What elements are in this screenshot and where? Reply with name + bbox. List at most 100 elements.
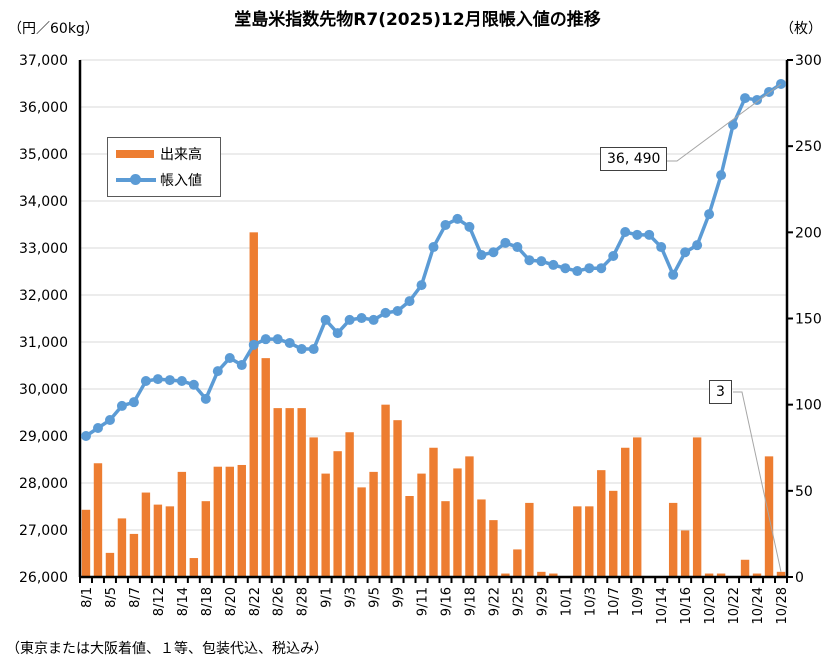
price-point xyxy=(704,209,715,220)
price-point xyxy=(572,266,583,277)
volume-bar xyxy=(333,451,342,577)
x-tick-label: 9/22 xyxy=(487,587,502,616)
x-tick-label: 8/18 xyxy=(200,587,215,616)
x-tick-label: 10/9 xyxy=(631,587,646,616)
price-point xyxy=(428,242,439,253)
left-tick-label: 34,000 xyxy=(19,194,68,210)
price-point xyxy=(728,119,739,130)
price-point xyxy=(272,334,283,345)
x-tick-label: 10/20 xyxy=(703,587,718,624)
price-point xyxy=(176,376,187,387)
volume-bar xyxy=(213,466,223,577)
price-point xyxy=(524,255,535,266)
legend-item-volume: 出来高 xyxy=(116,144,202,164)
volume-bar xyxy=(597,470,606,577)
price-point xyxy=(392,305,403,316)
volume-bar xyxy=(585,506,594,577)
left-tick-label: 36,000 xyxy=(19,100,68,116)
price-point xyxy=(116,400,127,411)
price-point xyxy=(548,259,559,270)
right-tick-label: 50 xyxy=(795,484,813,500)
x-tick-label: 9/29 xyxy=(535,587,550,616)
x-tick-label: 8/1 xyxy=(80,587,95,608)
price-point xyxy=(248,339,259,350)
left-tick-label: 28,000 xyxy=(19,476,68,492)
volume-bar xyxy=(549,573,558,577)
volume-bar xyxy=(381,404,390,577)
volume-bar xyxy=(573,506,582,577)
volume-bar xyxy=(201,501,211,577)
legend-label: 帳入値 xyxy=(160,173,202,189)
x-tick-label: 9/5 xyxy=(368,587,383,608)
right-tick-label: 250 xyxy=(795,139,822,155)
volume-bar xyxy=(489,520,498,577)
x-tick-label: 10/22 xyxy=(727,587,742,624)
price-point xyxy=(356,313,367,324)
x-tick-label: 9/1 xyxy=(320,587,335,608)
right-tick-label: 300 xyxy=(795,53,822,69)
right-tick-label: 150 xyxy=(795,312,822,328)
volume-bar xyxy=(441,501,450,577)
price-point xyxy=(128,397,139,408)
left-axis-unit: （円／60kg） xyxy=(8,21,99,37)
volume-bar xyxy=(501,573,510,577)
volume-bar xyxy=(477,499,486,577)
price-point xyxy=(92,423,103,434)
right-tick-label: 100 xyxy=(795,398,822,414)
price-point xyxy=(668,269,679,280)
price-point xyxy=(212,366,223,377)
price-point xyxy=(488,247,499,258)
x-tick-label: 8/20 xyxy=(224,587,239,616)
price-point xyxy=(440,219,451,230)
volume-bar xyxy=(165,506,175,577)
volume-bar xyxy=(513,549,522,577)
price-point xyxy=(536,256,547,267)
price-point xyxy=(344,314,355,325)
x-tick-label: 8/22 xyxy=(248,587,263,616)
price-point xyxy=(620,227,631,238)
price-point xyxy=(680,247,691,258)
right-tick-label: 200 xyxy=(795,225,822,241)
price-point xyxy=(104,415,115,426)
price-point xyxy=(236,360,247,371)
volume-bar xyxy=(369,471,378,577)
legend: 出来高 帳入値 xyxy=(107,137,221,197)
price-point xyxy=(380,307,391,318)
price-callout: 36, 490 xyxy=(600,147,668,171)
x-tick-label: 8/7 xyxy=(128,587,143,608)
x-tick-label: 9/9 xyxy=(392,587,407,608)
price-point xyxy=(188,379,199,390)
price-point xyxy=(308,344,319,355)
price-point xyxy=(476,250,487,261)
price-point xyxy=(656,242,667,253)
price-point xyxy=(740,93,751,104)
left-tick-label: 33,000 xyxy=(19,241,68,257)
volume-bar xyxy=(609,490,618,577)
left-tick-label: 32,000 xyxy=(19,288,68,304)
price-point xyxy=(200,393,211,404)
volume-bar xyxy=(189,558,199,577)
price-point xyxy=(368,314,379,325)
price-point xyxy=(260,334,271,345)
price-point xyxy=(596,263,607,274)
volume-bar xyxy=(393,420,402,577)
volume-bar xyxy=(273,408,282,577)
footnote: （東京または大阪着値、１等、包装代込、税込み） xyxy=(6,641,328,657)
volume-bar xyxy=(465,456,474,577)
price-point xyxy=(80,431,91,441)
volume-bar xyxy=(237,464,246,577)
price-point xyxy=(464,221,475,232)
price-point xyxy=(608,250,619,261)
x-tick-label: 8/14 xyxy=(176,587,191,616)
price-point xyxy=(140,376,151,387)
volume-bar xyxy=(525,502,534,577)
volume-bar xyxy=(429,447,438,577)
volume-bar xyxy=(716,573,726,577)
price-point xyxy=(512,242,523,253)
volume-bar xyxy=(285,408,294,577)
left-tick-label: 26,000 xyxy=(19,570,68,586)
volume-bar xyxy=(692,437,702,577)
price-point xyxy=(416,280,427,291)
left-tick-label: 37,000 xyxy=(19,53,68,69)
volume-bar xyxy=(537,571,546,577)
